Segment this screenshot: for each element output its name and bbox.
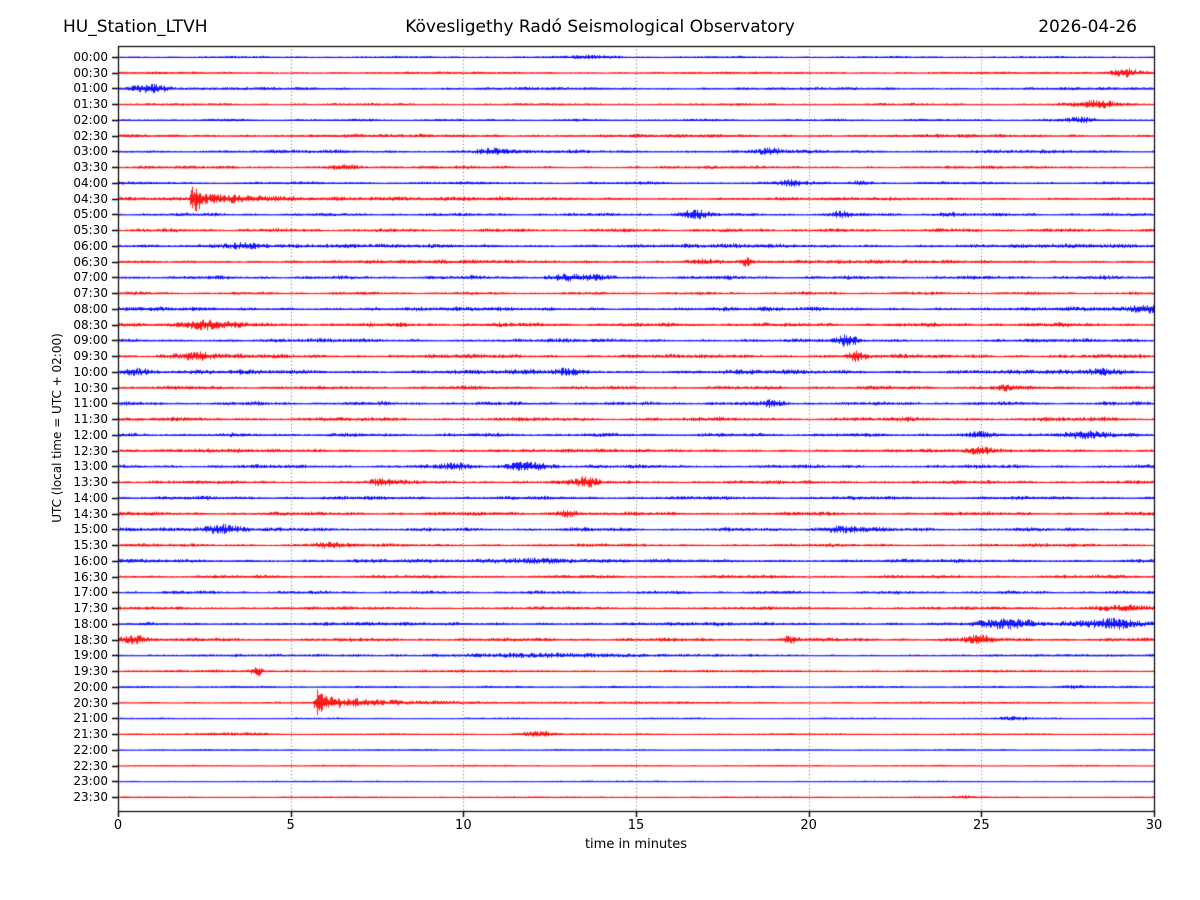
row-time-label: 16:00 [73,553,108,568]
date-title: 2026-04-26 [1038,17,1137,37]
row-time-label: 20:30 [73,695,108,710]
row-time-label: 16:30 [73,569,108,584]
row-time-label: 23:30 [73,790,108,804]
row-time-label: 17:00 [73,585,108,600]
x-tick-label: 10 [455,818,472,833]
row-time-label: 09:30 [73,349,108,364]
station-title: HU_Station_LTVH [63,17,208,37]
row-time-label: 05:00 [73,207,108,222]
row-time-label: 02:00 [73,112,108,127]
row-time-label: 04:30 [73,191,108,206]
row-time-label: 00:00 [73,50,108,64]
row-time-label: 18:00 [73,616,108,631]
row-time-label: 21:00 [73,711,108,726]
row-time-label: 22:00 [73,742,108,757]
x-axis-title: time in minutes [584,837,688,852]
row-time-label: 19:00 [73,648,108,663]
x-tick-label: 30 [1145,818,1163,833]
row-time-label: 20:00 [73,679,108,694]
x-tick-label: 15 [627,818,645,833]
row-time-label: 01:00 [73,81,108,96]
row-time-label: 07:30 [73,286,108,301]
row-time-label: 03:30 [73,160,108,175]
row-time-label: 15:30 [73,538,108,553]
row-time-label: 11:00 [73,396,108,411]
row-time-label: 08:30 [73,317,108,332]
row-time-label: 21:30 [73,727,108,742]
row-time-label: 14:30 [73,506,108,521]
row-time-label: 07:00 [73,270,108,285]
row-time-label: 10:00 [73,364,108,379]
row-time-label: 04:00 [73,175,108,190]
x-tick-label: 20 [800,818,817,833]
x-tick-label: 25 [973,818,990,833]
row-time-label: 13:30 [73,475,108,490]
row-time-label: 05:30 [73,223,108,238]
row-time-label: 02:30 [73,128,108,143]
row-time-label: 03:00 [73,144,108,159]
row-time-label: 22:30 [73,758,108,773]
row-time-label: 14:00 [73,490,108,505]
row-time-label: 11:30 [73,412,108,427]
x-tick-label: 5 [286,818,295,833]
row-time-label: 06:30 [73,254,108,269]
row-time-label: 01:30 [73,97,108,112]
row-time-label: 12:30 [73,443,108,458]
row-time-label: 15:00 [73,522,108,537]
row-time-label: 06:00 [73,238,108,253]
row-time-label: 10:30 [73,380,108,395]
row-time-label: 12:00 [73,427,108,442]
x-tick-label: 0 [113,818,123,833]
row-time-label: 19:30 [73,664,108,679]
observatory-title: Kövesligethy Radó Seismological Observat… [405,17,795,37]
row-time-label: 08:00 [73,301,108,316]
row-time-label: 17:30 [73,601,108,616]
row-time-label: 18:30 [73,632,108,647]
row-time-label: 09:00 [73,333,108,348]
row-time-label: 23:00 [73,774,108,789]
row-time-label: 00:30 [73,65,108,80]
row-time-label: 13:00 [73,459,108,474]
